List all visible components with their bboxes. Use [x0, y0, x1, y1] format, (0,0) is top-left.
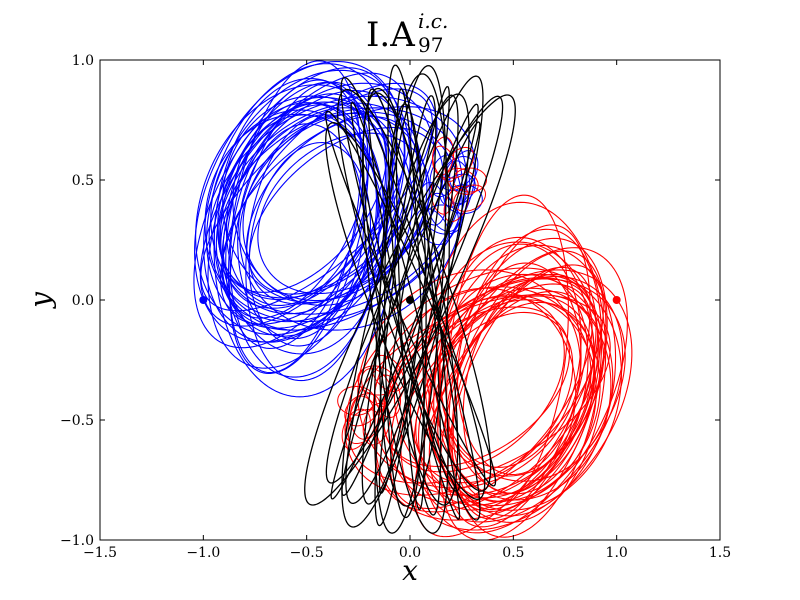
red-orbit-trace — [341, 408, 371, 450]
black-orbit-trace — [325, 122, 486, 500]
red-orbit-trace — [447, 266, 597, 528]
red-orbit-trace — [424, 201, 607, 523]
red-orbit-trace — [445, 301, 596, 495]
blue-orbit-trace — [199, 72, 412, 327]
x-tick-label: 0.5 — [502, 545, 524, 561]
y-tick-label: 0.5 — [72, 173, 94, 189]
blue-orbit-trace — [237, 123, 365, 340]
red-orbit-trace — [337, 385, 376, 416]
red-orbit-trace — [462, 277, 589, 494]
y-tick-label: 0.0 — [72, 293, 94, 309]
x-axis-label: x — [402, 554, 418, 587]
red-orbit-trace — [452, 273, 599, 503]
red-orbit-trace — [433, 244, 617, 517]
y-tick-label: −0.5 — [60, 413, 94, 429]
black-orbit-trace — [361, 94, 459, 505]
blue-orbit-trace — [194, 60, 406, 343]
blue-orbit-trace — [207, 81, 388, 369]
black-orbit-trace — [384, 103, 427, 519]
ticks: −1.5 −1.0 −0.5 0.0 0.5 1.0 1.5−1.0−0.50.00.51.… — [60, 53, 731, 561]
red-orbit-trace — [357, 269, 581, 489]
x-tick-label: −0.5 — [290, 545, 324, 561]
red-orbit-trace — [437, 287, 612, 501]
blue-orbit-trace — [232, 96, 413, 306]
black-orbit-trace — [340, 76, 481, 521]
x-tick-label: −1.5 — [83, 545, 117, 561]
red-orbit-trace — [448, 228, 603, 538]
black-orbit-trace — [361, 87, 449, 534]
initial-position-marker — [406, 296, 414, 304]
red-orbit-trace — [439, 250, 607, 540]
chart-title-superscript: i.c. — [418, 9, 448, 33]
red-orbit-trace — [382, 306, 571, 467]
red-orbit-trace — [413, 275, 624, 523]
chart-title: I.A i.c. 97 — [366, 9, 448, 57]
x-tick-label: 1.5 — [709, 545, 731, 561]
initial-position-marker — [612, 296, 621, 304]
black-orbit-trace — [325, 110, 497, 487]
blue-orbit-trace — [228, 60, 362, 374]
red-orbit-trace — [446, 194, 569, 511]
y-axis-label: y — [24, 291, 57, 310]
black-orbit-trace — [374, 95, 437, 527]
red-orbit-trace — [415, 311, 574, 484]
black-orbit-trace — [330, 121, 481, 500]
y-tick-label: 1.0 — [72, 53, 94, 69]
y-tick-label: −1.0 — [60, 533, 94, 549]
blue-orbit-trace — [221, 93, 371, 319]
initial-position-marker — [199, 296, 208, 304]
black-orbit-trace — [387, 64, 442, 516]
chart-title-subscript: 97 — [418, 33, 443, 57]
black-orbit-trace — [341, 93, 470, 528]
chart-title-main: I.A — [366, 15, 415, 55]
black-orbit-trace — [362, 92, 459, 506]
red-orbit-trace — [438, 243, 582, 468]
plot-content — [193, 60, 633, 540]
red-orbit-trace — [456, 262, 582, 476]
red-orbit-trace — [344, 393, 381, 427]
black-orbit-trace — [395, 88, 425, 511]
red-orbit-trace — [445, 167, 479, 195]
red-orbit-trace — [427, 299, 601, 502]
blue-orbit-trace — [222, 90, 405, 309]
x-tick-label: 0.0 — [399, 545, 421, 561]
x-tick-label: 1.0 — [606, 545, 628, 561]
blue-orbit-trace — [444, 184, 483, 215]
red-orbit-trace — [443, 185, 469, 223]
blue-orbit-trace — [195, 84, 394, 336]
black-orbit-trace — [345, 75, 484, 505]
x-tick-label: −1.0 — [186, 545, 220, 561]
red-orbit-trace — [423, 247, 628, 534]
black-orbit-trace — [350, 101, 461, 520]
blue-orbit-trace — [440, 156, 475, 192]
black-orbit-trace — [325, 95, 504, 484]
red-orbit-trace — [439, 236, 596, 495]
